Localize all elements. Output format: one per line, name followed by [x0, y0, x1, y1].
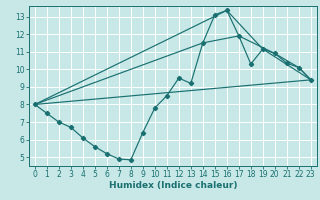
X-axis label: Humidex (Indice chaleur): Humidex (Indice chaleur): [108, 181, 237, 190]
